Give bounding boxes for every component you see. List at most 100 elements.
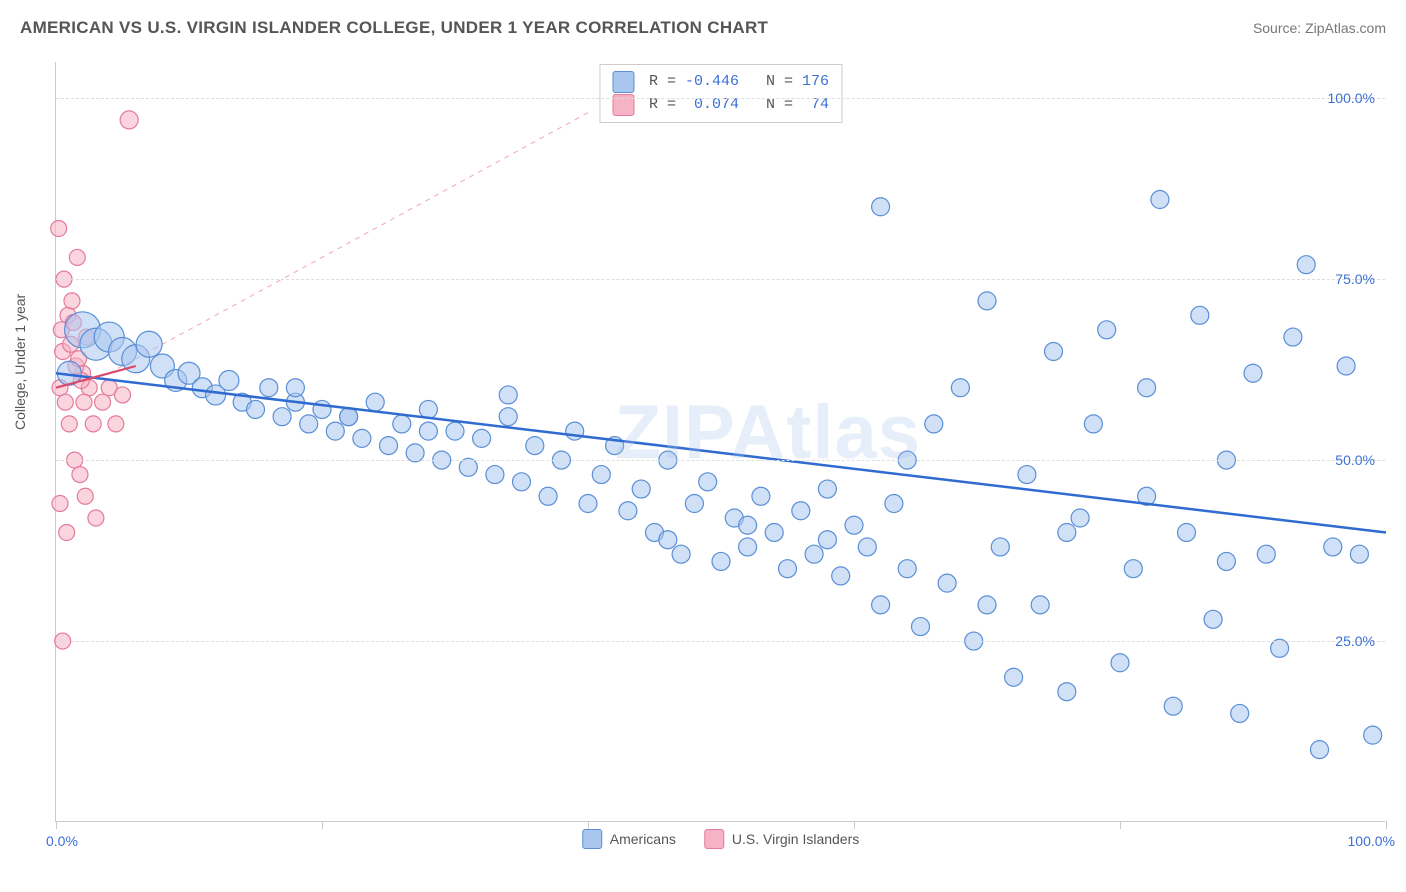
y-tick-label: 50.0% bbox=[1335, 452, 1375, 468]
data-point bbox=[286, 379, 304, 397]
data-point bbox=[499, 386, 517, 404]
data-point bbox=[818, 480, 836, 498]
data-point bbox=[72, 467, 88, 483]
chart-title: AMERICAN VS U.S. VIRGIN ISLANDER COLLEGE… bbox=[20, 18, 768, 38]
data-point bbox=[1324, 538, 1342, 556]
data-point bbox=[57, 394, 73, 410]
dashed-guide bbox=[109, 113, 588, 374]
data-point bbox=[898, 560, 916, 578]
data-point bbox=[1284, 328, 1302, 346]
data-point bbox=[260, 379, 278, 397]
data-point bbox=[1311, 741, 1329, 759]
legend-label: U.S. Virgin Islanders bbox=[732, 831, 859, 847]
x-tick bbox=[854, 821, 855, 829]
data-point bbox=[380, 437, 398, 455]
stats-text: R = -0.446 N = 176 bbox=[640, 71, 829, 94]
data-point bbox=[779, 560, 797, 578]
data-point bbox=[219, 370, 239, 390]
data-point bbox=[88, 510, 104, 526]
data-point bbox=[69, 249, 85, 265]
data-point bbox=[579, 495, 597, 513]
data-point bbox=[685, 495, 703, 513]
x-tick bbox=[588, 821, 589, 829]
source-label: Source: bbox=[1253, 20, 1305, 36]
data-point bbox=[61, 416, 77, 432]
y-tick-label: 75.0% bbox=[1335, 271, 1375, 287]
data-point bbox=[752, 487, 770, 505]
data-point bbox=[419, 422, 437, 440]
data-point bbox=[978, 292, 996, 310]
gridline bbox=[56, 641, 1385, 642]
data-point bbox=[832, 567, 850, 585]
stats-row: R = -0.446 N = 176 bbox=[612, 71, 829, 94]
data-point bbox=[872, 198, 890, 216]
legend-swatch-icon bbox=[612, 94, 634, 116]
data-point bbox=[1164, 697, 1182, 715]
data-point bbox=[792, 502, 810, 520]
source-citation: Source: ZipAtlas.com bbox=[1253, 20, 1386, 36]
y-tick-label: 100.0% bbox=[1328, 90, 1375, 106]
data-point bbox=[446, 422, 464, 440]
y-axis-label: College, Under 1 year bbox=[12, 294, 28, 430]
data-point bbox=[1005, 668, 1023, 686]
x-tick bbox=[1386, 821, 1387, 829]
data-point bbox=[858, 538, 876, 556]
x-axis-max-label: 100.0% bbox=[1348, 833, 1395, 849]
legend-swatch-icon bbox=[612, 71, 634, 93]
data-point bbox=[592, 466, 610, 484]
data-point bbox=[739, 516, 757, 534]
scatter-svg bbox=[56, 62, 1385, 821]
data-point bbox=[273, 408, 291, 426]
data-point bbox=[632, 480, 650, 498]
data-point bbox=[499, 408, 517, 426]
data-point bbox=[938, 574, 956, 592]
data-point bbox=[1178, 523, 1196, 541]
x-tick bbox=[56, 821, 57, 829]
stats-row: R = 0.074 N = 74 bbox=[612, 94, 829, 117]
data-point bbox=[526, 437, 544, 455]
data-point bbox=[59, 524, 75, 540]
data-point bbox=[991, 538, 1009, 556]
data-point bbox=[1297, 256, 1315, 274]
data-point bbox=[76, 394, 92, 410]
data-point bbox=[1364, 726, 1382, 744]
legend-item: Americans bbox=[582, 829, 676, 849]
data-point bbox=[108, 416, 124, 432]
data-point bbox=[912, 618, 930, 636]
data-point bbox=[1204, 610, 1222, 628]
data-point bbox=[805, 545, 823, 563]
data-point bbox=[1058, 523, 1076, 541]
data-point bbox=[619, 502, 637, 520]
legend-item: U.S. Virgin Islanders bbox=[704, 829, 859, 849]
x-axis-min-label: 0.0% bbox=[46, 833, 78, 849]
data-point bbox=[473, 429, 491, 447]
data-point bbox=[1138, 379, 1156, 397]
data-point bbox=[951, 379, 969, 397]
data-point bbox=[925, 415, 943, 433]
data-point bbox=[486, 466, 504, 484]
data-point bbox=[120, 111, 138, 129]
data-point bbox=[77, 488, 93, 504]
data-point bbox=[1350, 545, 1368, 563]
data-point bbox=[978, 596, 996, 614]
x-tick bbox=[1120, 821, 1121, 829]
data-point bbox=[115, 387, 131, 403]
gridline bbox=[56, 279, 1385, 280]
data-point bbox=[1058, 683, 1076, 701]
data-point bbox=[353, 429, 371, 447]
data-point bbox=[1124, 560, 1142, 578]
legend-swatch-icon bbox=[582, 829, 602, 849]
data-point bbox=[1151, 191, 1169, 209]
gridline bbox=[56, 98, 1385, 99]
data-point bbox=[672, 545, 690, 563]
data-point bbox=[1337, 357, 1355, 375]
data-point bbox=[340, 408, 358, 426]
plot-area: ZIPAtlas R = -0.446 N = 176 R = 0.074 N … bbox=[55, 62, 1385, 822]
legend-swatch-icon bbox=[704, 829, 724, 849]
data-point bbox=[95, 394, 111, 410]
data-point bbox=[699, 473, 717, 491]
data-point bbox=[247, 400, 265, 418]
data-point bbox=[1231, 704, 1249, 722]
data-point bbox=[1018, 466, 1036, 484]
correlation-stats-box: R = -0.446 N = 176 R = 0.074 N = 74 bbox=[599, 64, 842, 123]
